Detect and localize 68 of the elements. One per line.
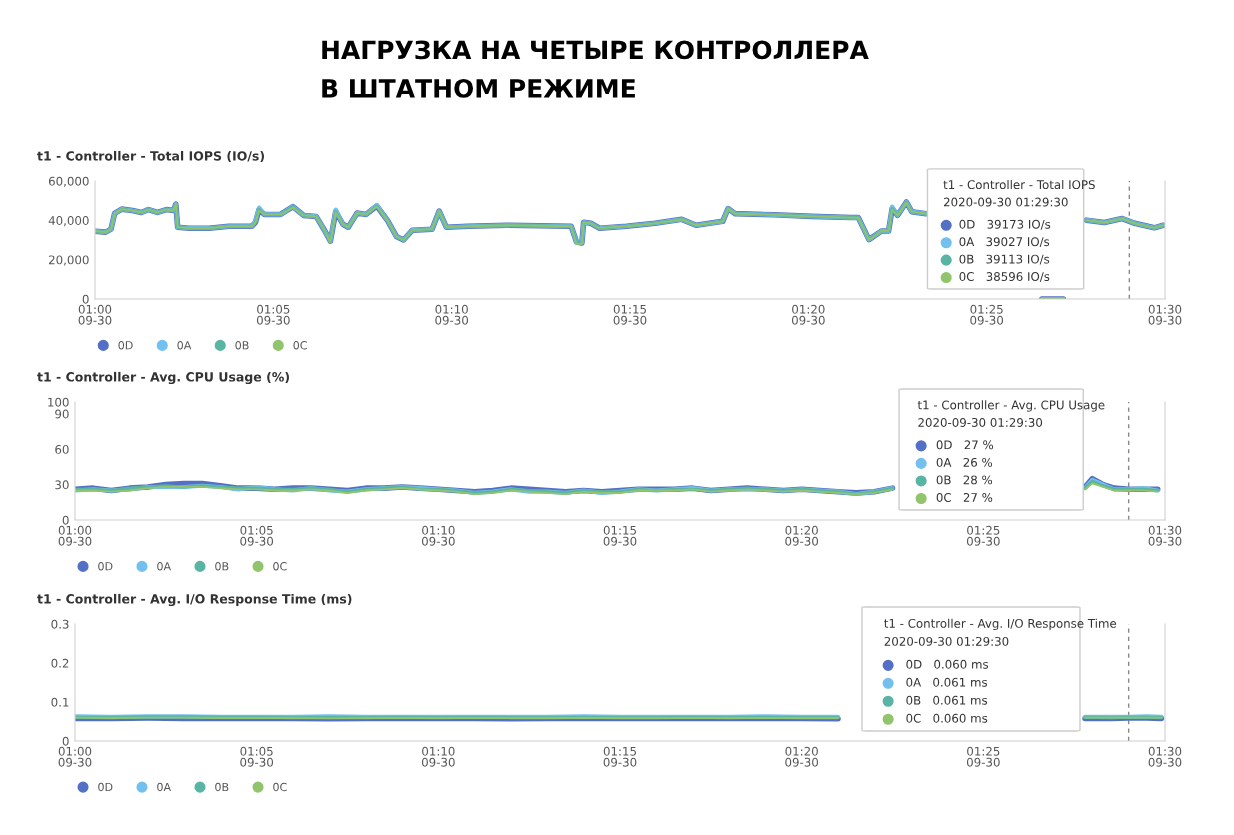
y-tick-label: 0 xyxy=(62,736,69,746)
x-tick-label: 01:30 09-30 xyxy=(1148,304,1182,325)
y-tick-label: 0 xyxy=(62,515,69,525)
y-tick-label: 100 xyxy=(48,397,69,407)
annotation: t1 - Controller - Avg. I/O Response Time xyxy=(884,618,1117,631)
annotation: 0D 27 % xyxy=(936,440,994,450)
chart-title: t1 - Controller - Avg. CPU Usage (%) xyxy=(37,371,289,385)
x-tick-label: 01:20 09-30 xyxy=(785,525,819,546)
annotation: 0B 0.061 ms xyxy=(906,695,988,705)
x-tick-label: 01:05 09-30 xyxy=(240,525,274,546)
annotation: 0C 0.060 ms xyxy=(906,713,988,723)
legend-label: 0A xyxy=(157,782,172,792)
x-tick-label: 01:25 09-30 xyxy=(966,525,1000,546)
legend-label: 0C xyxy=(293,341,307,350)
x-tick-label: 01:10 09-30 xyxy=(435,304,469,325)
annotation: t1 - Controller - Avg. CPU Usage xyxy=(917,400,1105,412)
x-tick-label: 01:30 09-30 xyxy=(1148,746,1182,767)
legend-label: 0C xyxy=(273,782,287,792)
y-tick-label: 0.1 xyxy=(51,697,69,707)
annotation: 0B 28 % xyxy=(936,475,993,485)
annotation: 2020-09-30 01:29:30 xyxy=(943,197,1068,207)
chart-title: НАГРУЗКА НА ЧЕТЫРЕ КОНТРОЛЛЕРА В ШТАТНОМ РЕЖИМЕ xyxy=(322,40,869,98)
legend-label: 0D xyxy=(118,341,133,350)
annotation: 0A 26 % xyxy=(936,457,993,467)
x-tick-label: 01:00 09-30 xyxy=(58,525,92,546)
annotation: 0A 39027 IO/s xyxy=(959,237,1050,248)
x-tick-label: 01:25 09-30 xyxy=(970,304,1004,325)
legend-label: 0B xyxy=(215,562,229,571)
y-tick-label: 40,000 xyxy=(48,216,89,227)
legend-label: 0A xyxy=(157,562,172,571)
x-tick-label: 01:15 09-30 xyxy=(603,746,637,767)
y-tick-label: 60 xyxy=(55,444,69,454)
x-tick-label: 01:20 09-30 xyxy=(785,746,819,767)
y-tick-label: 0.3 xyxy=(51,619,69,629)
y-tick-label: 30 xyxy=(55,480,69,490)
x-tick-label: 01:30 09-30 xyxy=(1148,525,1182,546)
legend-label: 0B xyxy=(235,341,249,350)
legend-label: 0D xyxy=(98,782,113,792)
annotation: 2020-09-30 01:29:30 xyxy=(918,417,1043,427)
y-tick-label: 0 xyxy=(82,294,89,304)
annotation: 0C 38596 IO/s xyxy=(959,272,1050,282)
x-tick-label: 01:10 09-30 xyxy=(421,746,455,767)
x-tick-label: 01:00 09-30 xyxy=(78,304,112,325)
legend-label: 0D xyxy=(98,562,113,571)
chart-subtitle: t1 - Controller - Total IOPS (IO/s) xyxy=(37,150,264,163)
y-tick-label: 20,000 xyxy=(49,255,89,266)
annotation: 2020-09-30 01:29:30 xyxy=(884,636,1009,646)
annotation: 0D 0.060 ms xyxy=(906,659,989,669)
annotation: t1 - Controller - Total IOPS xyxy=(943,179,1095,190)
y-tick-label: 60,000 xyxy=(48,176,89,187)
x-tick-label: 01:05 09-30 xyxy=(240,746,274,767)
x-tick-label: 01:20 09-30 xyxy=(791,304,825,325)
annotation: 0B 39113 IO/s xyxy=(959,254,1050,265)
legend-label: 0B xyxy=(215,782,229,792)
legend-label: 0A xyxy=(177,341,192,350)
x-tick-label: 01:15 09-30 xyxy=(613,304,647,325)
x-tick-label: 01:10 09-30 xyxy=(421,525,455,546)
x-tick-label: 01:15 09-30 xyxy=(603,525,637,546)
annotation: 0C 27 % xyxy=(936,492,993,502)
annotation: 0A 0.061 ms xyxy=(906,677,988,687)
legend-label: 0C xyxy=(273,562,287,571)
y-tick-label: 90 xyxy=(55,409,69,419)
x-tick-label: 01:25 09-30 xyxy=(966,746,1000,767)
x-tick-label: 01:00 09-30 xyxy=(58,746,92,767)
x-tick-label: 01:05 09-30 xyxy=(256,304,290,325)
annotation: 0D 39173 IO/s xyxy=(959,219,1051,230)
y-tick-label: 0.2 xyxy=(51,658,69,668)
chart-title: t1 - Controller - Avg. I/O Response Time (ms) xyxy=(37,593,352,607)
